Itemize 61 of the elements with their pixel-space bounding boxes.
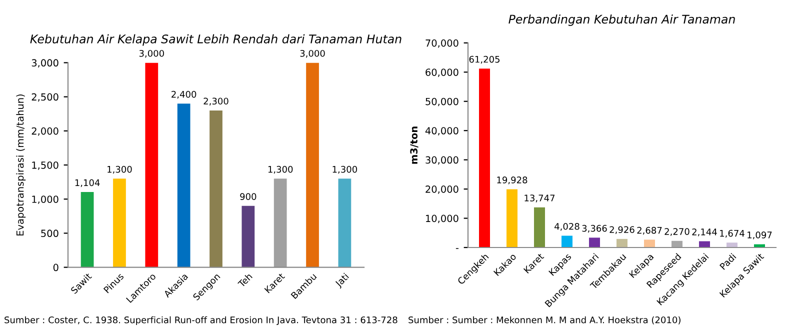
bar — [726, 242, 738, 248]
data-label: 900 — [240, 193, 256, 200]
data-label: 2,400 — [172, 90, 196, 99]
text: Sumber : Coster, C. 1938. Superficial Run-off and Erosion In Java. Tevtona 31 : 613-728 — [4, 316, 398, 326]
y-tick-label: 30,000 — [426, 156, 458, 165]
bar — [644, 240, 655, 248]
data-label: 1,300 — [268, 166, 293, 174]
y-tick-label: 50,000 — [426, 98, 458, 106]
y-tick-label: 70,000 — [426, 39, 458, 48]
y-tick-label: - — [456, 248, 458, 249]
bar — [616, 238, 628, 248]
bar — [177, 104, 190, 268]
y-tick-label: 10,000 — [426, 214, 458, 224]
data-label: 1,097 — [748, 232, 772, 240]
bar — [80, 192, 94, 268]
data-label: 1,674 — [720, 230, 744, 238]
data-label: 2,926 — [610, 226, 634, 234]
data-label: 61,205 — [469, 56, 500, 64]
bar — [534, 207, 545, 248]
bar — [338, 178, 352, 268]
y-tick-label: 0 — [53, 264, 58, 272]
bar — [562, 236, 572, 248]
y-tick-label: 3,000 — [32, 59, 58, 68]
x-tick-label: Teh — [237, 272, 253, 288]
bar — [145, 62, 158, 268]
y-tick-label: 1,500 — [32, 161, 58, 170]
y-tick-label: 20,000 — [426, 186, 458, 194]
bar — [506, 189, 518, 248]
text: Sumber : Sumber : Mekonnen M. M and A.Y. Hoekstra (2010) — [408, 316, 680, 324]
y-tick-label: 1,000 — [32, 196, 58, 204]
bar — [306, 62, 319, 268]
bar — [113, 178, 126, 268]
data-label: 1,300 — [332, 166, 358, 174]
data-label: 2,270 — [664, 228, 690, 236]
data-label: 3,366 — [582, 224, 607, 233]
y-tick-label: 2,500 — [32, 93, 58, 102]
bar — [672, 240, 682, 248]
y-tick-label: 2,000 — [32, 127, 58, 136]
data-label: 13,747 — [524, 194, 555, 202]
bar — [210, 110, 222, 268]
data-label: 2,300 — [204, 98, 228, 106]
chart-title: Perbandingan Kebutuhan Air Tanaman — [508, 14, 735, 26]
data-label: 3,000 — [139, 50, 164, 58]
bar — [699, 241, 710, 248]
bar — [479, 68, 490, 248]
bar — [274, 178, 287, 268]
bar — [589, 238, 600, 248]
data-label: 4,028 — [554, 222, 580, 231]
data-label: 19,928 — [497, 176, 528, 184]
y-axis-title: m3/ton — [410, 126, 418, 164]
y-axis-title: Evapotranspirasi (mm/tahun) — [16, 94, 26, 236]
y-tick-label: 500 — [41, 230, 58, 238]
data-label: 3,000 — [300, 50, 325, 58]
bar — [242, 206, 255, 268]
y-tick-label: 40,000 — [425, 127, 458, 136]
data-label: 1,104 — [75, 179, 100, 188]
data-label: 1,300 — [108, 166, 132, 174]
chart-title: Kebutuhan Air Kelapa Sawit Lebih Rendah dari Tanaman Hutan — [30, 34, 402, 46]
data-label: 2,687 — [637, 226, 662, 235]
data-label: 2,144 — [692, 228, 717, 236]
y-tick-label: 60,000 — [426, 68, 458, 77]
